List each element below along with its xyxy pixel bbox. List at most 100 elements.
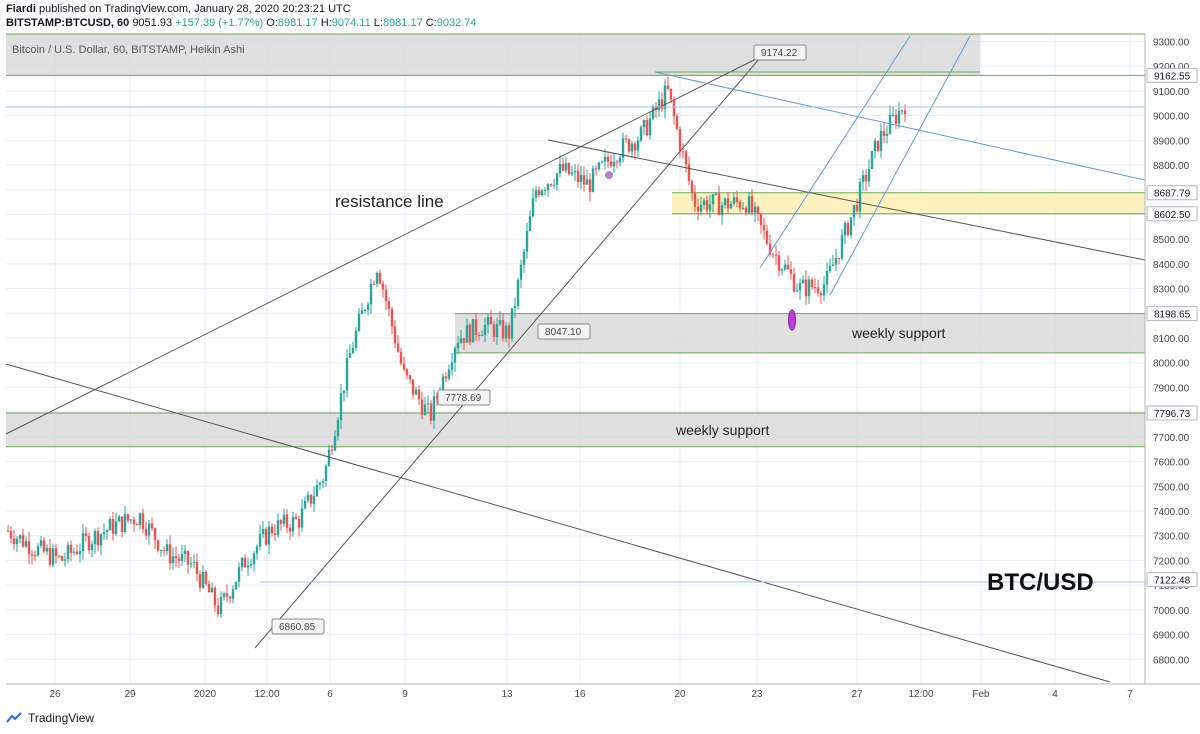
drawn-lines (5, 35, 1146, 683)
candle-body (786, 264, 790, 270)
time-tick-label: 26 (49, 689, 61, 700)
candle-body (216, 605, 220, 615)
candle-body (93, 530, 97, 545)
candle-body (165, 544, 169, 552)
candle-body (501, 320, 505, 339)
candle-body (33, 554, 37, 556)
candle-body (753, 206, 757, 213)
candle-body (333, 436, 337, 451)
candle-body (354, 330, 358, 348)
candle-body (180, 553, 184, 561)
candle-body (201, 571, 205, 588)
candle-body (69, 544, 73, 553)
candle-body (681, 151, 685, 153)
candle-body (717, 193, 721, 216)
footer-brand[interactable]: TradingView (28, 711, 95, 725)
candle-body (807, 279, 811, 297)
open-value: 8981.17 (277, 17, 318, 29)
candle-body (63, 559, 67, 561)
candle-body (777, 255, 781, 271)
candle-body (723, 198, 727, 206)
candle-body (885, 133, 889, 137)
candle-body (129, 519, 133, 521)
candle-body (267, 526, 271, 545)
candle-body (687, 164, 691, 182)
time-tick-label: 2020 (194, 689, 217, 700)
candle-body (66, 544, 70, 560)
candle-body (366, 304, 370, 311)
candle-body (738, 202, 742, 209)
descending-trendline (5, 363, 1111, 683)
candle-body (369, 283, 373, 305)
candle-body (240, 557, 244, 568)
candle-body (150, 523, 154, 529)
time-axis[interactable]: 26 29 2020 12:00 6 9 13 16 20 23 27 12:00 Feb 4 7 (6, 683, 1200, 700)
candle-body (861, 175, 865, 182)
last-price: 9051.93 (132, 17, 173, 29)
candle-body (291, 516, 295, 532)
candle-body (144, 528, 148, 536)
candle-body (648, 118, 652, 136)
candle-body (639, 127, 643, 141)
channel-left-line (759, 35, 911, 269)
candle-body (792, 273, 796, 292)
candle-body (591, 168, 595, 192)
candle-body (261, 529, 265, 535)
candle-body (849, 217, 853, 236)
candle-body (456, 343, 460, 349)
price-label-text: 7122.48 (1154, 576, 1191, 587)
price-zones (6, 33, 1145, 448)
candle-body (387, 301, 391, 310)
candle-body (288, 527, 292, 532)
candle-body (858, 181, 862, 212)
candle-body (462, 338, 466, 343)
candle-body (789, 269, 793, 274)
candle-body (21, 535, 25, 547)
candle-body (546, 184, 550, 191)
price-tick-label: 7500.00 (1153, 482, 1190, 493)
candle-body (306, 494, 310, 501)
price-tick-label: 9200.00 (1153, 62, 1190, 73)
candle-body (450, 362, 454, 370)
candle-body (393, 326, 397, 344)
candle-body (534, 190, 538, 198)
candle-body (24, 541, 28, 547)
candle-body (900, 110, 904, 112)
price-axis[interactable]: 6800.006900.007000.007100.007200.007300.… (1144, 34, 1200, 684)
tradingview-logo-icon (6, 712, 22, 723)
candle-body (831, 264, 835, 266)
published-text: published on TradingView.com, January 28… (39, 3, 351, 15)
candle-body (432, 396, 436, 421)
candle-body (474, 319, 478, 335)
candle-body (183, 550, 187, 554)
callout-box (753, 44, 807, 61)
publisher-name[interactable]: Fiardi (6, 3, 36, 15)
candle-body (318, 482, 322, 485)
candle-body (417, 389, 421, 400)
price-tick-label: 7300.00 (1153, 532, 1190, 543)
candle-body (327, 449, 331, 466)
candle-body (54, 548, 58, 556)
candle-body (207, 583, 211, 593)
price-change: +157.39 (+1.77%) (175, 17, 264, 29)
candle-body (51, 548, 55, 565)
candle-body (132, 519, 136, 525)
candle-body (204, 571, 208, 584)
open-label: O: (266, 17, 278, 29)
candle-body (90, 544, 94, 551)
candle-body (627, 139, 631, 152)
candle-body (669, 88, 673, 100)
candle-body (492, 324, 496, 337)
price-label-text: 7796.73 (1154, 409, 1191, 420)
candle-body (804, 279, 808, 297)
candle-body (285, 514, 289, 528)
time-tick-label: 9 (402, 689, 408, 700)
candle-body (114, 521, 118, 534)
candle-body (828, 265, 832, 271)
candle-body (360, 310, 364, 315)
candle-body (330, 449, 334, 451)
candle-body (594, 168, 598, 170)
candle-body (126, 514, 130, 521)
candle-body (855, 205, 859, 212)
